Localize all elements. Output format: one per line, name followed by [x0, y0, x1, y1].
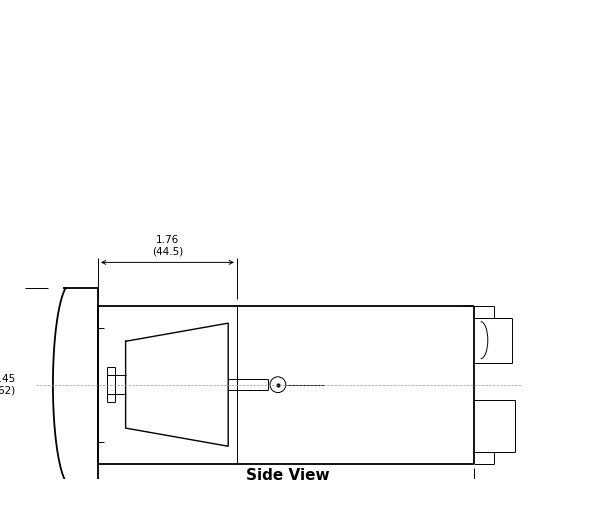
Text: 1.76
(44.5): 1.76 (44.5)	[152, 235, 183, 257]
Text: 2.45
(62): 2.45 (62)	[0, 374, 15, 395]
Text: Side View: Side View	[247, 468, 330, 483]
